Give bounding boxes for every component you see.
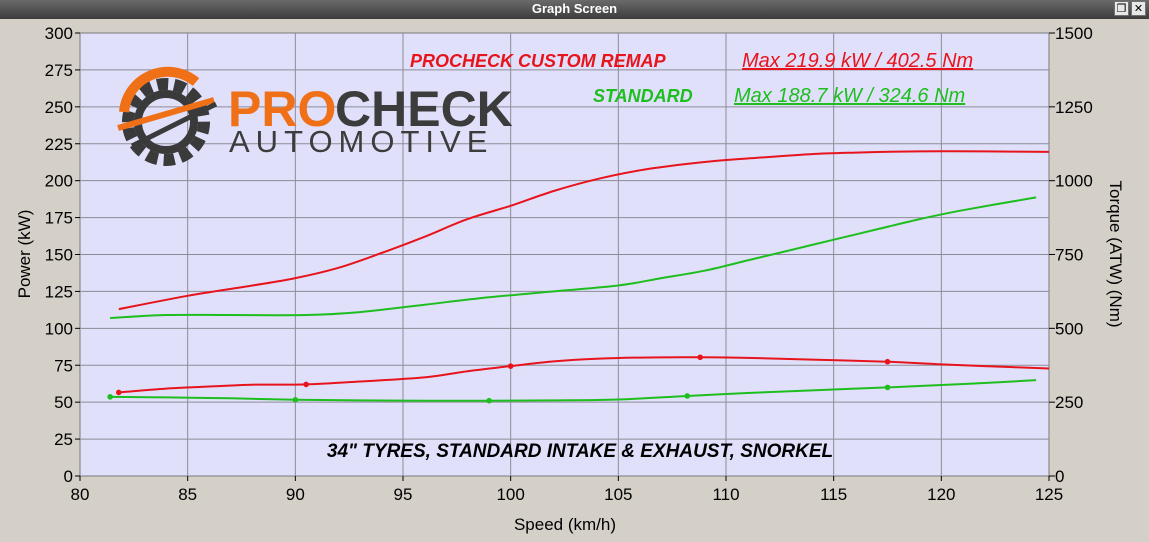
remap-torque-point [115,389,122,396]
standard-power-line [110,196,1037,319]
x-tick-label: 90 [286,485,305,504]
x-tick-label: 80 [71,485,90,504]
y2-tick-label: 1500 [1055,24,1093,43]
procheck-logo: PRO CHECK AUTOMOTIVE [117,66,513,166]
standard-max: Max 188.7 kW / 324.6 Nm [734,85,965,107]
chart-series [107,150,1050,404]
gear-icon [117,66,218,166]
x-tick-label: 100 [496,485,524,504]
x-tick-label: 110 [712,485,739,504]
remap-torque-point [884,358,891,365]
y-tick-label: 0 [64,467,73,486]
remap-torque-point [303,381,309,388]
y2-tick-label: 1250 [1055,98,1093,117]
y2-tick-label: 1000 [1055,172,1093,191]
y2-tick-label: 500 [1055,319,1083,338]
title-bar[interactable]: Graph Screen ❐ ✕ [0,0,1149,19]
standard-torque-point [292,397,299,403]
restore-icon[interactable]: ❐ [1114,1,1129,16]
y-tick-label: 200 [45,172,73,191]
logo-check: CHECK [335,81,513,137]
x-tick-label: 125 [1035,485,1063,504]
y-tick-label: 300 [45,24,73,43]
standard-torque-point [884,384,891,391]
remap-title: PROCHECK CUSTOM REMAP [410,51,667,71]
y-tick-label: 150 [45,246,73,265]
y-tick-label: 50 [54,393,73,412]
window-title: Graph Screen [531,1,618,16]
x-axis-label: Speed (km/h) [514,515,616,534]
standard-torque-line [110,379,1037,402]
standard-torque-point [486,397,492,404]
x-axis-ticks: 80 85 90 95 100 105 110 115 120 125 [71,476,1063,504]
y2-axis-ticks: 0 250 500 750 1000 1250 1500 [1049,24,1093,486]
standard-torque-point [684,393,691,399]
remap-torque-point [507,363,514,369]
remap-torque-point [697,354,703,361]
y2-axis-label: Torque (ATW) (Nm) [1106,180,1125,327]
standard-title: STANDARD [593,86,693,106]
y-tick-label: 175 [45,209,73,228]
y-axis-ticks: 0 25 50 75 100 125 150 175 200 225 250 275 300 [45,24,80,486]
y-tick-label: 75 [54,356,73,375]
standard-torque-point [107,394,113,400]
x-tick-label: 115 [820,485,847,504]
y-axis-label: Power (kW) [15,210,34,299]
x-tick-label: 105 [604,485,632,504]
y2-tick-label: 750 [1055,246,1083,265]
y-tick-label: 25 [54,430,73,449]
y-tick-label: 100 [45,319,73,338]
y2-tick-label: 0 [1055,467,1064,486]
y-tick-label: 275 [45,61,73,80]
chart-note: 34" TYRES, STANDARD INTAKE & EXHAUST, SN… [327,441,833,462]
y-tick-label: 225 [45,135,73,154]
y-tick-label: 250 [45,98,73,117]
remap-max: Max 219.9 kW / 402.5 Nm [742,50,973,72]
remap-power-line [118,150,1050,311]
logo-automotive: AUTOMOTIVE [229,124,493,159]
x-tick-label: 120 [927,485,955,504]
x-tick-label: 85 [178,485,197,504]
logo-pro: PRO [228,81,336,137]
x-tick-label: 95 [394,485,413,504]
y-tick-label: 125 [45,282,73,301]
close-icon[interactable]: ✕ [1131,1,1146,16]
y2-tick-label: 250 [1055,393,1083,412]
